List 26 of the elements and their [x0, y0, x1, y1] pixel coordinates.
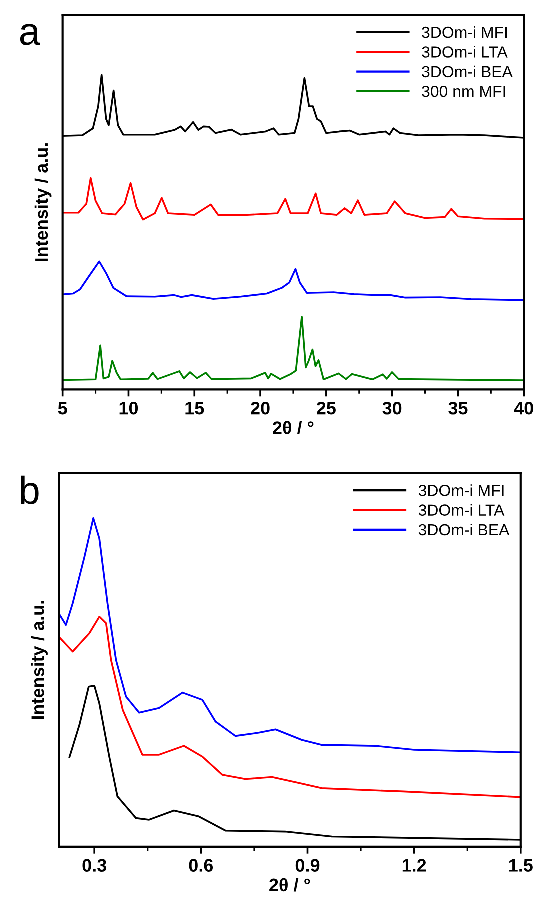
y-axis-title: Intensity / a.u.	[31, 601, 48, 720]
x-tick-label: 30	[382, 402, 402, 415]
x-tick-label: 5	[58, 402, 68, 415]
x-tick-label: 0.9	[296, 859, 320, 872]
x-tick-label: 35	[448, 402, 468, 415]
text: b	[21, 476, 39, 504]
legend-label: 3DOm-i LTA	[422, 46, 508, 58]
y-axis-title: Intensity / a.u.	[34, 144, 52, 262]
legend-label: 300 nm MFI	[422, 86, 506, 98]
text: a	[20, 24, 40, 46]
x-tick-label: 0.3	[82, 859, 106, 872]
x-tick-label: 10	[120, 402, 138, 415]
x-tick-label: 25	[317, 402, 336, 415]
legend-label: 3DOm-i BEA	[422, 66, 513, 78]
x-axis-title: 2θ / °	[270, 878, 310, 892]
x-tick-label: 0.6	[189, 859, 214, 872]
x-tick-label: 1.5	[509, 859, 533, 872]
legend-label: 3DOm-i MFI	[418, 484, 504, 496]
x-axis-title: 2θ / °	[273, 421, 314, 435]
legend-label: 3DOm-i BEA	[418, 524, 510, 536]
x-tick-label: 20	[251, 402, 270, 415]
legend-label: 3DOm-i MFI	[422, 26, 507, 38]
x-tick-label: 15	[186, 402, 204, 415]
x-tick-label: 1.2	[402, 859, 426, 872]
x-tick-label: 40	[514, 402, 534, 415]
legend-label: 3DOm-i LTA	[418, 504, 505, 516]
